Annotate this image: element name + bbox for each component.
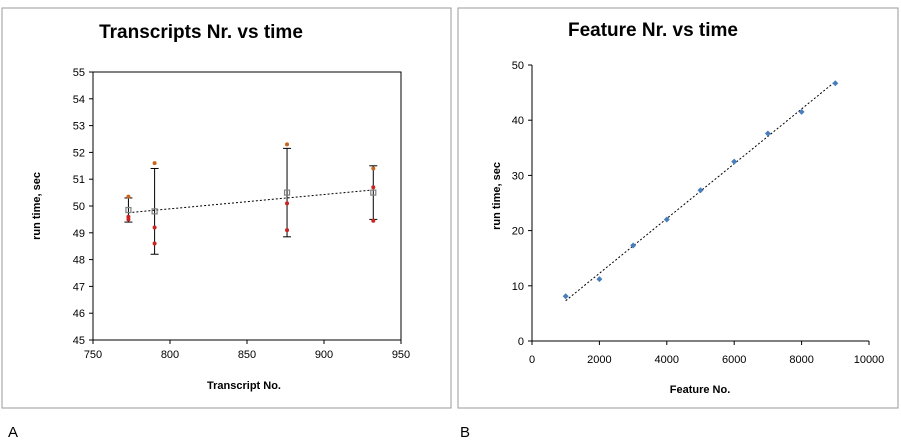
run-point xyxy=(152,161,157,166)
run-point xyxy=(126,217,131,222)
panel-b-frame xyxy=(457,7,899,409)
run-point xyxy=(371,185,376,190)
x-tick-label: 0 xyxy=(529,354,535,366)
panel-b-title: Feature Nr. vs time xyxy=(568,20,738,41)
run-point xyxy=(126,194,131,199)
y-tick-label: 45 xyxy=(73,335,85,347)
panel-letter-a: A xyxy=(8,424,18,440)
mean-point xyxy=(283,189,291,196)
x-tick-label: 800 xyxy=(161,349,179,361)
data-point xyxy=(630,242,637,249)
panel-a-title: Transcripts Nr. vs time xyxy=(99,22,303,43)
y-tick-label: 46 xyxy=(73,308,85,320)
y-tick-label: 55 xyxy=(73,67,85,79)
x-tick-label: 10000 xyxy=(854,354,885,366)
run-point xyxy=(152,241,157,246)
trendline xyxy=(128,189,374,214)
y-tick-label: 20 xyxy=(512,226,524,238)
run-point xyxy=(285,201,290,206)
data-point xyxy=(697,187,704,194)
x-tick-label: 2000 xyxy=(587,354,611,366)
panel-a: Transcripts Nr. vs time run time, sec Tr… xyxy=(1,7,452,409)
data-point xyxy=(562,293,569,300)
y-tick-label: 49 xyxy=(73,228,85,240)
mean-point xyxy=(151,208,158,215)
y-tick-label: 52 xyxy=(73,147,85,159)
panel-b-ticks: 0 10 20 30 40 50 0 2000 4000 6000 8000 10000 xyxy=(512,60,885,366)
panel-a-marks xyxy=(124,142,378,255)
run-point xyxy=(371,166,376,171)
y-tick-label: 0 xyxy=(518,336,524,348)
y-tick-label: 53 xyxy=(73,121,85,133)
panel-b-marks xyxy=(562,80,839,302)
panel-b: Feature Nr. vs time run time, sec Featur… xyxy=(457,7,899,409)
panel-a-y-axis-label: run time, sec xyxy=(31,172,43,240)
x-tick-label: 750 xyxy=(84,349,102,361)
run-point xyxy=(285,142,290,147)
run-point xyxy=(285,228,290,233)
panel-a-x-axis-label: Transcript No. xyxy=(207,380,281,392)
y-tick-label: 48 xyxy=(73,255,85,267)
y-tick-label: 50 xyxy=(512,60,524,72)
mean-point xyxy=(370,189,377,196)
y-tick-label: 50 xyxy=(73,201,85,213)
data-point xyxy=(731,158,738,165)
y-tick-label: 40 xyxy=(512,115,524,127)
run-point xyxy=(371,218,376,223)
x-tick-label: 6000 xyxy=(722,354,746,366)
x-tick-label: 850 xyxy=(238,349,256,361)
data-point xyxy=(596,276,603,283)
panel-a-ticks: 45 46 47 48 49 50 51 52 53 54 55 750 800 850 900 950 xyxy=(73,67,410,361)
data-point xyxy=(832,80,839,87)
x-tick-label: 900 xyxy=(315,349,333,361)
y-tick-label: 54 xyxy=(73,94,85,106)
y-tick-label: 30 xyxy=(512,170,524,182)
data-point xyxy=(764,130,771,137)
panel-letter-b: B xyxy=(460,424,470,440)
panel-b-x-axis-label: Feature No. xyxy=(670,384,731,396)
x-tick-label: 8000 xyxy=(789,354,813,366)
y-tick-label: 51 xyxy=(73,174,85,186)
data-point xyxy=(663,216,670,223)
data-point xyxy=(798,108,805,115)
mean-point xyxy=(125,206,132,214)
x-tick-label: 4000 xyxy=(655,354,679,366)
x-tick-label: 950 xyxy=(392,349,410,361)
panel-a-plot-area xyxy=(92,71,402,341)
y-tick-label: 10 xyxy=(512,281,524,293)
panel-b-y-axis-label: run time, sec xyxy=(491,162,503,230)
run-point xyxy=(152,225,157,230)
y-tick-label: 47 xyxy=(73,281,85,293)
